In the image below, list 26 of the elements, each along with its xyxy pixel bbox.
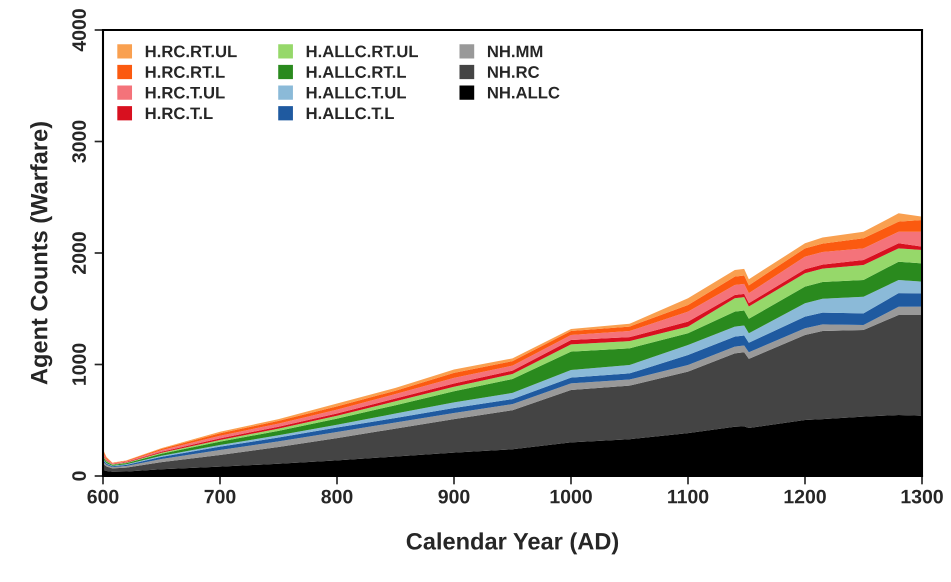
y-tick-label: 4000 — [72, 9, 86, 52]
x-tick-label: 800 — [321, 490, 352, 504]
legend-label: H.ALLC.RT.L — [306, 66, 406, 78]
y-tick-label: 1000 — [72, 344, 86, 385]
x-tick-label: 1000 — [550, 490, 592, 504]
y-tick-label: 2000 — [72, 232, 86, 274]
legend-label: H.ALLC.RT.UL — [306, 46, 418, 58]
legend-label: NH.RC — [488, 66, 540, 78]
x-tick-label: 900 — [438, 490, 470, 504]
legend-label: H.RC.T.L — [146, 107, 213, 120]
x-tick-label: 1300 — [902, 490, 943, 504]
legend-label: NH.ALLC — [488, 86, 560, 99]
y-tick-label: 3000 — [72, 120, 86, 163]
x-axis-title: Calendar Year (AD) — [406, 532, 618, 554]
x-tick-label: 700 — [204, 490, 236, 504]
legend-label: H.RC.RT.L — [146, 66, 225, 78]
legend-label: H.RC.T.UL — [146, 86, 225, 99]
legend-label: NH.MM — [488, 46, 542, 58]
x-tick-label: 1200 — [784, 490, 826, 504]
legend-label: H.ALLC.T.UL — [306, 86, 406, 99]
x-tick-label: 600 — [87, 490, 118, 504]
legend-label: H.ALLC.T.L — [306, 107, 394, 120]
y-axis-title: Agent Counts (Warfare) — [30, 122, 52, 384]
legend-label: H.RC.RT.UL — [146, 46, 237, 58]
x-tick-label: 1100 — [668, 490, 708, 504]
y-tick-label: 0 — [72, 471, 86, 481]
